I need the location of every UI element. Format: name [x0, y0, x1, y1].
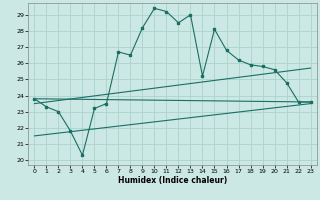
X-axis label: Humidex (Indice chaleur): Humidex (Indice chaleur): [118, 176, 227, 185]
